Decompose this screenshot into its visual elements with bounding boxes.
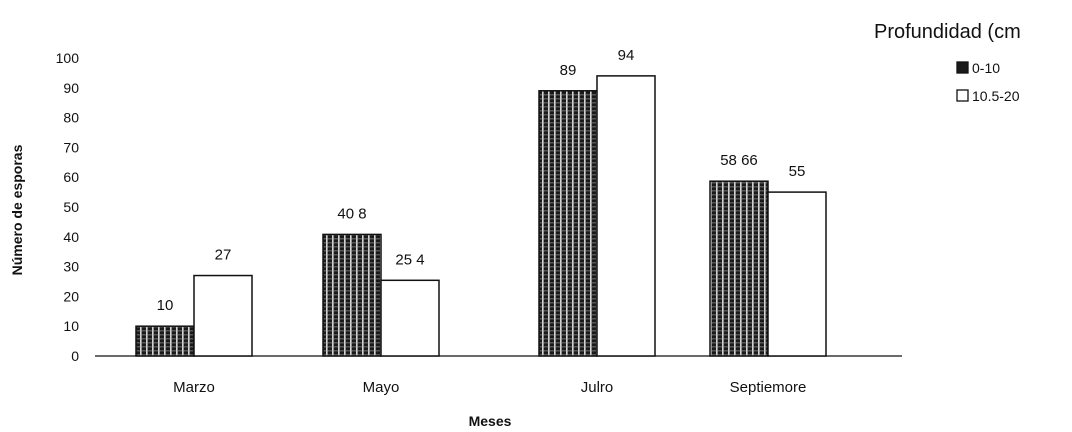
category-label: Julro <box>581 379 614 396</box>
y-tick-label: 100 <box>56 50 80 66</box>
data-label: 55 <box>789 163 806 180</box>
legend-swatch <box>956 89 969 102</box>
x-axis-category-labels: Marzo Mayo Julro Septiemore <box>173 379 806 396</box>
data-labels: 10 27 40 8 25 4 89 94 58 66 55 <box>157 47 806 314</box>
legend-swatch <box>956 61 969 74</box>
y-axis-ticks: 0 10 20 30 40 50 60 70 80 90 100 <box>56 50 80 364</box>
y-tick-label: 0 <box>71 348 79 364</box>
y-tick-label: 30 <box>63 259 79 275</box>
legend-label: 0-10 <box>972 60 1000 76</box>
y-tick-label: 80 <box>63 110 79 126</box>
data-label: 27 <box>215 247 232 264</box>
legend-label: 10.5-20 <box>972 88 1020 104</box>
bar-10-5-20-marzo <box>193 274 253 357</box>
legend: Profundidad (cm 0-10 10.5-20 <box>874 21 1021 104</box>
bar-0-10-marzo <box>135 325 195 357</box>
data-label: 58 66 <box>720 152 758 169</box>
y-tick-label: 90 <box>63 80 79 96</box>
y-tick-label: 70 <box>63 139 79 155</box>
bar-0-10-mayo <box>322 233 382 357</box>
x-axis-title: Meses <box>469 413 512 429</box>
category-label: Mayo <box>363 379 400 396</box>
bar-10-5-20-julio <box>596 75 656 357</box>
y-axis-title: Número de esporas <box>9 144 25 275</box>
legend-title: Profundidad (cm <box>874 21 1021 43</box>
y-tick-label: 50 <box>63 199 79 215</box>
data-label: 40 8 <box>337 205 366 222</box>
data-label: 10 <box>157 297 174 314</box>
data-label: 89 <box>560 62 577 79</box>
category-label: Septiemore <box>730 379 807 396</box>
y-tick-label: 20 <box>63 288 79 304</box>
bar-10-5-20-mayo <box>380 279 440 357</box>
y-tick-label: 60 <box>63 169 79 185</box>
y-tick-label: 10 <box>63 318 79 334</box>
legend-items: 0-10 10.5-20 <box>956 60 1020 104</box>
bars <box>135 75 827 357</box>
bar-0-10-septiembre <box>709 180 769 357</box>
data-label: 25 4 <box>395 251 424 268</box>
bar-10-5-20-septiembre <box>767 191 827 357</box>
category-label: Marzo <box>173 379 215 396</box>
data-label: 94 <box>618 47 635 64</box>
bar-0-10-julio <box>538 90 598 357</box>
y-tick-label: 40 <box>63 229 79 245</box>
